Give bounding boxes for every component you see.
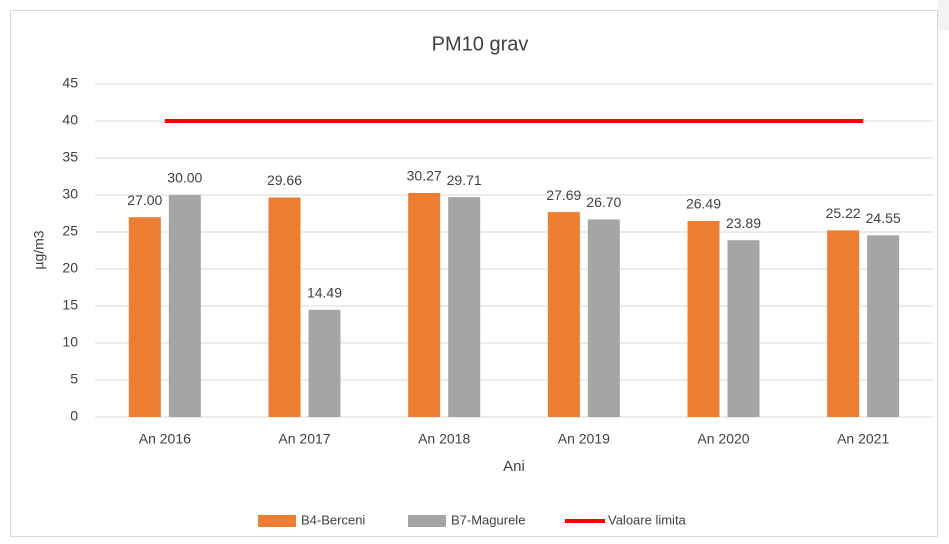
x-tick-label: An 2020 (697, 431, 749, 447)
bar (448, 197, 481, 417)
y-tick-label: 20 (62, 260, 78, 276)
data-label: 30.27 (407, 168, 442, 184)
data-label: 26.49 (686, 196, 721, 212)
data-label: 26.70 (586, 194, 621, 210)
data-label: 29.71 (447, 172, 482, 188)
data-label: 25.22 (826, 205, 861, 221)
legend-swatch (408, 515, 446, 527)
data-label: 24.55 (866, 210, 901, 226)
bar (827, 230, 860, 417)
data-label: 14.49 (307, 284, 342, 300)
data-label: 29.66 (267, 172, 302, 188)
bar (867, 235, 900, 417)
chart-title: PM10 grav (432, 33, 529, 55)
data-label: 27.69 (546, 187, 581, 203)
bar (128, 217, 161, 417)
bar (687, 220, 720, 417)
legend-swatch (258, 515, 296, 527)
legend-label: B4-Berceni (301, 512, 365, 527)
data-label: 23.89 (726, 215, 761, 231)
data-label: 27.00 (127, 192, 162, 208)
y-tick-label: 25 (62, 223, 78, 239)
y-axis-label: µg/m3 (31, 230, 47, 269)
x-tick-label: An 2021 (837, 431, 889, 447)
y-tick-label: 10 (62, 334, 78, 350)
y-tick-label: 35 (62, 149, 78, 165)
y-tick-label: 5 (70, 371, 78, 387)
x-tick-label: An 2017 (278, 431, 330, 447)
y-tick-label: 40 (62, 112, 78, 128)
legend-label: Valoare limita (608, 512, 687, 527)
bar (587, 219, 620, 417)
y-tick-label: 45 (62, 75, 78, 91)
x-tick-label: An 2019 (558, 431, 610, 447)
x-tick-label: An 2018 (418, 431, 470, 447)
tab (938, 0, 949, 30)
bar (268, 197, 301, 417)
bar (727, 240, 760, 417)
y-tick-label: 15 (62, 297, 78, 313)
y-tick-label: 0 (70, 408, 78, 424)
legend-label: B7-Magurele (451, 512, 525, 527)
bar (308, 309, 341, 417)
bar (408, 193, 441, 417)
x-axis-label: Ani (503, 458, 525, 475)
data-label: 30.00 (167, 170, 202, 186)
bar (168, 195, 201, 417)
y-tick-label: 30 (62, 186, 78, 202)
x-tick-label: An 2016 (139, 431, 191, 447)
bar (547, 212, 580, 417)
